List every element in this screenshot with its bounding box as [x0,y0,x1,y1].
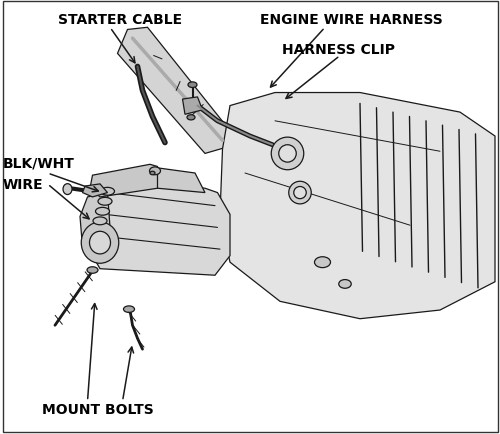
Ellipse shape [188,82,197,88]
Polygon shape [82,184,108,197]
Text: BLK/WHT: BLK/WHT [2,156,74,170]
Ellipse shape [271,138,304,170]
Ellipse shape [90,232,110,254]
Ellipse shape [124,306,134,312]
Text: WIRE: WIRE [2,178,43,191]
Polygon shape [90,165,158,197]
Ellipse shape [289,182,311,204]
Ellipse shape [294,187,306,199]
Ellipse shape [96,208,110,216]
Ellipse shape [93,217,107,225]
Ellipse shape [87,267,98,273]
Ellipse shape [81,222,119,264]
Ellipse shape [279,145,296,163]
Polygon shape [220,93,495,319]
Polygon shape [88,176,230,276]
Ellipse shape [150,172,155,175]
Ellipse shape [150,168,160,175]
Text: HARNESS CLIP: HARNESS CLIP [282,43,396,57]
Ellipse shape [63,184,72,195]
Text: STARTER CABLE: STARTER CABLE [58,13,182,26]
Ellipse shape [187,115,195,121]
Ellipse shape [100,188,114,196]
Text: ENGINE WIRE HARNESS: ENGINE WIRE HARNESS [260,13,443,26]
Ellipse shape [98,198,112,206]
Ellipse shape [314,257,330,268]
Polygon shape [80,193,110,260]
Ellipse shape [339,280,351,289]
Polygon shape [148,167,205,193]
Polygon shape [182,98,203,115]
Polygon shape [118,28,232,154]
Text: MOUNT BOLTS: MOUNT BOLTS [42,402,154,416]
